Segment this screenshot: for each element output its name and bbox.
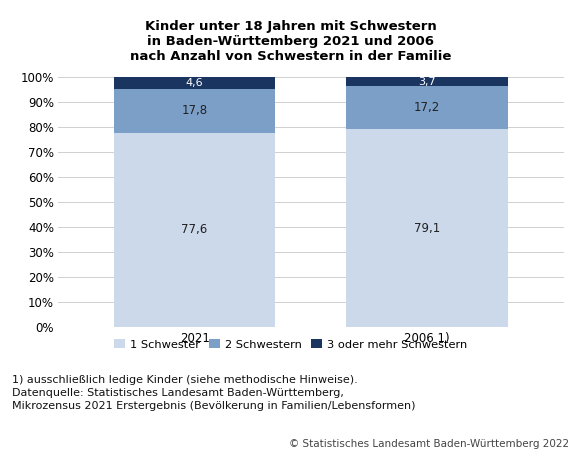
Text: 1) ausschließlich ledige Kinder (siehe methodische Hinweise).
Datenquelle: Stati: 1) ausschließlich ledige Kinder (siehe m… <box>12 375 415 411</box>
Bar <box>346 86 508 129</box>
Text: Kinder unter 18 Jahren mit Schwestern
in Baden-Württemberg 2021 und 2006
nach An: Kinder unter 18 Jahren mit Schwestern in… <box>130 20 451 64</box>
Bar <box>114 77 275 89</box>
Text: 77,6: 77,6 <box>181 223 207 237</box>
Text: 3,7: 3,7 <box>418 77 436 87</box>
Legend: 1 Schwester, 2 Schwestern, 3 oder mehr Schwestern: 1 Schwester, 2 Schwestern, 3 oder mehr S… <box>114 340 467 350</box>
Text: 4,6: 4,6 <box>186 78 203 88</box>
Text: 79,1: 79,1 <box>414 222 440 235</box>
Bar <box>114 89 275 133</box>
Text: © Statistisches Landesamt Baden-Württemberg 2022: © Statistisches Landesamt Baden-Württemb… <box>289 439 569 449</box>
Bar <box>114 133 275 327</box>
Text: 17,2: 17,2 <box>414 101 440 114</box>
Bar <box>346 129 508 327</box>
Bar <box>346 77 508 86</box>
Text: 17,8: 17,8 <box>181 104 207 118</box>
